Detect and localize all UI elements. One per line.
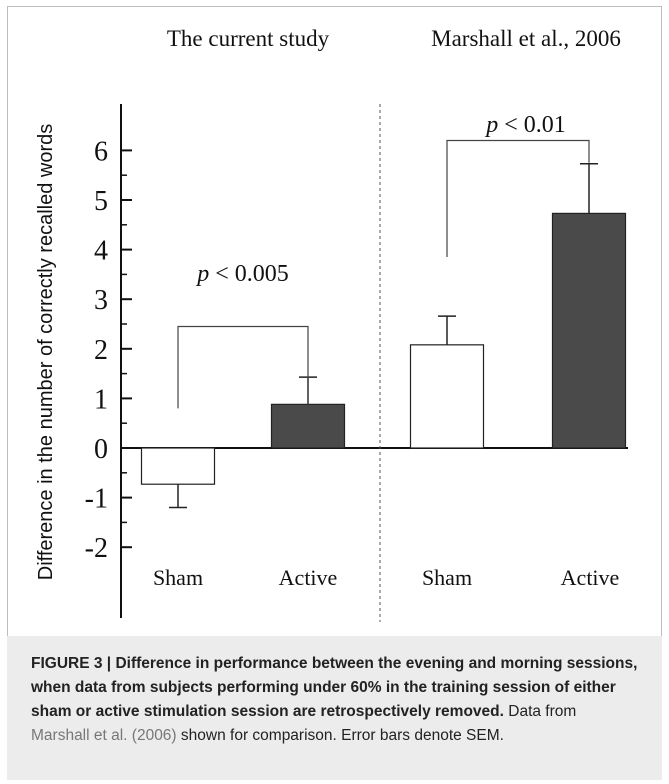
bar: [551, 212, 627, 449]
y-tick-label: 0: [94, 434, 108, 465]
caption-text-1: Data from: [503, 703, 577, 720]
y-tick-label: 6: [94, 136, 108, 167]
caption-citation-link[interactable]: Marshall et al. (2006): [31, 727, 177, 744]
y-axis-label: Difference in the number of correctly re…: [35, 124, 57, 581]
figure-caption: FIGURE 3 | Difference in performance bet…: [7, 636, 662, 780]
category-label-marshall-sham: Sham: [422, 565, 472, 590]
y-tick-label: -2: [85, 533, 108, 564]
y-tick-label: 5: [94, 186, 108, 217]
category-label-current-sham: Sham: [153, 565, 203, 590]
y-tick-label: 2: [94, 335, 108, 366]
bar: [140, 447, 216, 485]
y-tick-label: -1: [85, 484, 108, 515]
significance-bracket: [446, 139, 590, 258]
p-value-label-current-study: p < 0.005: [195, 261, 289, 287]
y-tick-label: 4: [94, 236, 108, 267]
bar-chart: The current study Marshall et al., 2006 …: [35, 26, 628, 622]
y-tick-label: 1: [94, 384, 108, 415]
caption-text-2: shown for comparison. Error bars denote …: [176, 727, 504, 744]
significance-bracket: [177, 325, 309, 409]
group-title-marshall: Marshall et al., 2006: [431, 26, 621, 51]
p-value-label-marshall: p < 0.01: [484, 112, 566, 138]
category-label-current-active: Active: [279, 565, 338, 590]
group-title-current-study: The current study: [167, 26, 330, 51]
bar: [270, 403, 346, 449]
bar: [409, 344, 485, 449]
category-label-marshall-active: Active: [561, 565, 620, 590]
caption-title: Difference in performance between the ev…: [31, 655, 638, 720]
caption-figure-label: FIGURE 3 |: [31, 655, 116, 672]
y-tick-label: 3: [94, 285, 108, 316]
